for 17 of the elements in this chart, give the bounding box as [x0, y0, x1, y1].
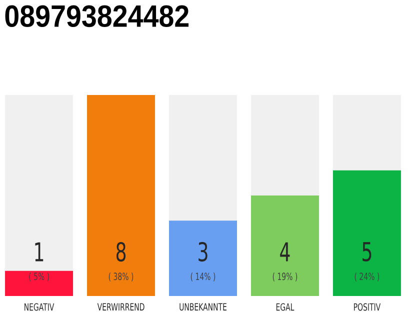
bar	[5, 270, 74, 296]
annotation: ( 19% )	[272, 272, 298, 282]
chart-title: 089793824482	[5, 5, 189, 28]
annotation: ( 5% )	[29, 272, 49, 282]
data-label: 1	[35, 242, 44, 262]
x-tick-label: UNBEKANNTE	[180, 303, 226, 311]
data-label: 5	[362, 242, 372, 262]
data-label: 4	[280, 242, 290, 262]
annotation: ( 38% )	[108, 272, 134, 282]
x-tick-label: EGAL	[276, 303, 294, 311]
x-tick-label: NEGATIV	[24, 303, 54, 311]
data-label: 3	[198, 242, 208, 262]
x-tick-label: VERWIRREND	[97, 303, 144, 310]
x-tick-label: POSITIV	[354, 303, 381, 311]
annotation: ( 24% )	[354, 272, 380, 282]
data-label: 8	[116, 242, 126, 262]
annotation: ( 14% )	[190, 272, 216, 282]
